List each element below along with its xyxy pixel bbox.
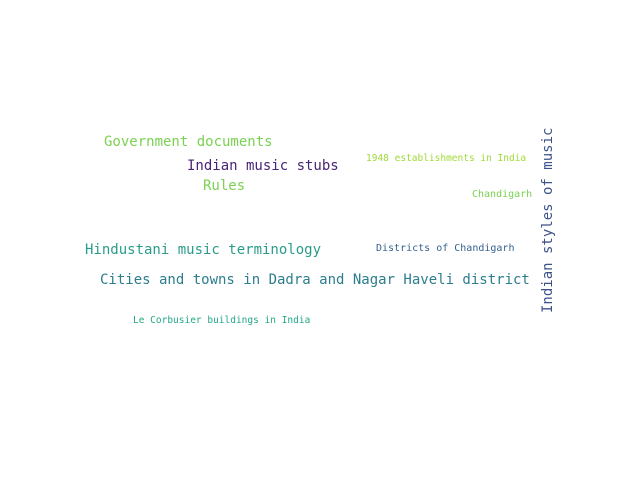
word-rules: Rules [203, 178, 246, 194]
word-cities-and-towns-dnh: Cities and towns in Dadra and Nagar Have… [100, 272, 530, 288]
word-government-documents: Government documents [104, 134, 273, 150]
word-hindustani-music-terminology: Hindustani music terminology [85, 242, 322, 258]
word-indian-music-stubs: Indian music stubs [187, 158, 339, 174]
word-le-corbusier-buildings: Le Corbusier buildings in India [133, 315, 311, 326]
word-indian-styles-of-music: Indian styles of music [540, 127, 556, 313]
word-districts-of-chandigarh: Districts of Chandigarh [376, 243, 515, 254]
word-chandigarh: Chandigarh [472, 189, 533, 200]
word-1948-establishments: 1948 establishments in India [366, 153, 527, 164]
